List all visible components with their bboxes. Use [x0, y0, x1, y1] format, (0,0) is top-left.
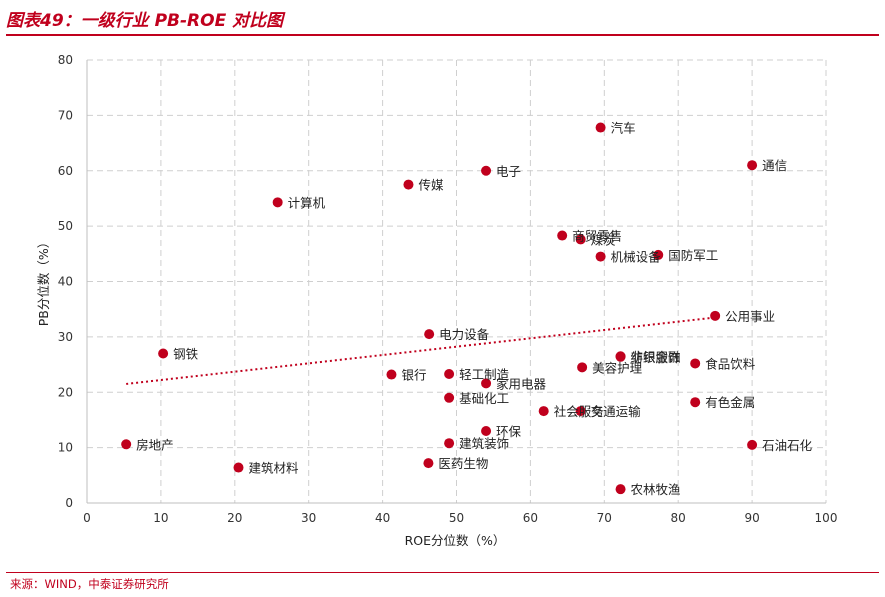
- scatter-point: [577, 362, 588, 373]
- scatter-point: [575, 234, 586, 245]
- point-label: 国防军工: [668, 248, 718, 263]
- x-tick-label: 40: [375, 511, 390, 525]
- y-axis-label: PB分位数（%）: [36, 236, 51, 327]
- point-label: 银行: [401, 368, 426, 383]
- point-label: 电子: [496, 164, 521, 179]
- scatter-point: [575, 406, 586, 417]
- y-tick-label: 60: [58, 164, 73, 178]
- point-label: 房地产: [136, 437, 174, 452]
- data-points: [121, 122, 758, 495]
- y-tick-label: 80: [58, 53, 73, 67]
- footer-divider: [6, 572, 879, 573]
- y-tick-label: 20: [58, 385, 73, 399]
- scatter-point: [710, 310, 721, 321]
- x-tick-label: 10: [153, 511, 168, 525]
- point-label: 石油石化: [762, 438, 813, 453]
- x-tick-label: 100: [815, 511, 838, 525]
- scatter-point: [747, 160, 758, 171]
- scatter-point: [481, 426, 492, 437]
- x-axis-label: ROE分位数（%）: [405, 533, 506, 548]
- scatter-point: [233, 462, 244, 473]
- point-label: 农林牧渔: [631, 482, 681, 497]
- y-tick-label: 10: [58, 441, 73, 455]
- scatter-point: [557, 230, 568, 241]
- tick-labels: 0 10 20 30 40 50 60 70 80 90 100 0 10 20 30 40 50 60 70 80: [58, 53, 838, 525]
- scatter-point: [444, 438, 455, 449]
- point-label: 建筑材料: [248, 461, 299, 476]
- point-label: 建筑装饰: [459, 436, 509, 451]
- scatter-point: [615, 351, 626, 362]
- point-label: 通信: [762, 158, 787, 173]
- scatter-point: [595, 251, 606, 262]
- point-label: 钢铁: [173, 346, 199, 361]
- point-label: 交通运输: [591, 404, 642, 419]
- scatter-point: [481, 378, 492, 389]
- point-label: 商贸零售: [572, 229, 622, 244]
- point-label: 机械设备: [611, 250, 662, 265]
- scatter-point: [538, 406, 549, 417]
- axes: [86, 60, 826, 504]
- header-divider: [6, 34, 879, 36]
- point-label: 食品饮料: [705, 356, 756, 371]
- scatter-point: [444, 368, 455, 379]
- grid-lines: [87, 59, 827, 503]
- report-header: 图表49：一级行业 PB-ROE 对比图: [0, 0, 885, 36]
- x-tick-label: 80: [671, 511, 686, 525]
- scatter-point: [747, 439, 758, 450]
- point-label: 煤炭: [591, 232, 616, 247]
- point-label: 纺织服饰: [631, 350, 681, 365]
- scatter-point: [653, 249, 664, 260]
- source-note: 来源：WIND，中泰证券研究所: [10, 577, 169, 591]
- point-label: 轻工制造: [459, 367, 510, 382]
- scatter-point: [272, 197, 283, 208]
- scatter-point: [403, 179, 414, 190]
- point-label: 非银金融: [631, 349, 682, 364]
- point-label: 汽车: [611, 121, 636, 136]
- x-tick-label: 50: [449, 511, 464, 525]
- point-label: 有色金属: [705, 395, 755, 410]
- x-tick-label: 90: [744, 511, 759, 525]
- trendline-layer: [126, 316, 716, 385]
- point-label: 美容护理: [592, 360, 643, 375]
- scatter-point: [386, 369, 397, 380]
- point-label: 家用电器: [496, 376, 547, 391]
- x-tick-label: 0: [83, 511, 91, 525]
- scatter-point: [690, 397, 701, 408]
- scatter-point: [444, 392, 455, 403]
- scatter-point: [121, 439, 132, 450]
- trendline: [126, 316, 716, 385]
- y-tick-label: 40: [58, 275, 73, 289]
- scatter-point: [615, 484, 626, 495]
- scatter-point: [690, 358, 701, 369]
- point-label: 医药生物: [438, 456, 488, 471]
- point-label: 基础化工: [459, 391, 509, 406]
- point-label: 环保: [496, 424, 522, 439]
- point-label: 电力设备: [439, 327, 490, 342]
- y-tick-label: 0: [65, 496, 73, 510]
- y-tick-label: 50: [58, 219, 73, 233]
- x-tick-label: 60: [523, 511, 538, 525]
- y-tick-label: 30: [58, 330, 73, 344]
- scatter-point: [424, 329, 435, 340]
- figure-title: 图表49：一级行业 PB-ROE 对比图: [6, 11, 284, 31]
- scatter-point: [423, 458, 434, 469]
- point-label: 传媒: [418, 178, 444, 193]
- point-label: 公用事业: [725, 309, 775, 324]
- x-tick-label: 20: [227, 511, 242, 525]
- point-label: 社会服务: [554, 404, 604, 419]
- x-tick-label: 70: [597, 511, 612, 525]
- point-label: 计算机: [288, 195, 326, 210]
- scatter-point: [595, 122, 606, 133]
- x-tick-label: 30: [301, 511, 316, 525]
- scatter-point: [481, 165, 492, 176]
- y-tick-label: 70: [58, 108, 73, 122]
- scatter-point: [158, 348, 169, 359]
